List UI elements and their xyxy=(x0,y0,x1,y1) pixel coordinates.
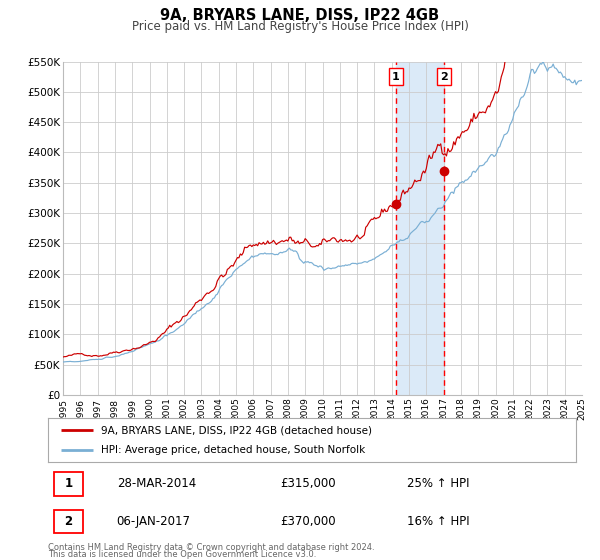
Text: 2: 2 xyxy=(440,72,448,82)
Text: 28-MAR-2014: 28-MAR-2014 xyxy=(116,477,196,491)
Text: 9A, BRYARS LANE, DISS, IP22 4GB: 9A, BRYARS LANE, DISS, IP22 4GB xyxy=(160,8,440,23)
Text: Price paid vs. HM Land Registry's House Price Index (HPI): Price paid vs. HM Land Registry's House … xyxy=(131,20,469,34)
Text: 2: 2 xyxy=(65,515,73,528)
Text: Contains HM Land Registry data © Crown copyright and database right 2024.: Contains HM Land Registry data © Crown c… xyxy=(48,543,374,552)
Text: HPI: Average price, detached house, South Norfolk: HPI: Average price, detached house, Sout… xyxy=(101,445,365,455)
Text: £370,000: £370,000 xyxy=(280,515,336,528)
Text: 1: 1 xyxy=(65,477,73,491)
Text: 9A, BRYARS LANE, DISS, IP22 4GB (detached house): 9A, BRYARS LANE, DISS, IP22 4GB (detache… xyxy=(101,425,372,435)
Bar xyxy=(55,510,83,533)
Bar xyxy=(55,472,83,496)
Text: 25% ↑ HPI: 25% ↑ HPI xyxy=(407,477,470,491)
Text: This data is licensed under the Open Government Licence v3.0.: This data is licensed under the Open Gov… xyxy=(48,550,316,559)
Text: 06-JAN-2017: 06-JAN-2017 xyxy=(116,515,191,528)
Bar xyxy=(395,62,444,395)
Text: £315,000: £315,000 xyxy=(280,477,336,491)
Text: 1: 1 xyxy=(392,72,400,82)
Text: 16% ↑ HPI: 16% ↑ HPI xyxy=(407,515,470,528)
